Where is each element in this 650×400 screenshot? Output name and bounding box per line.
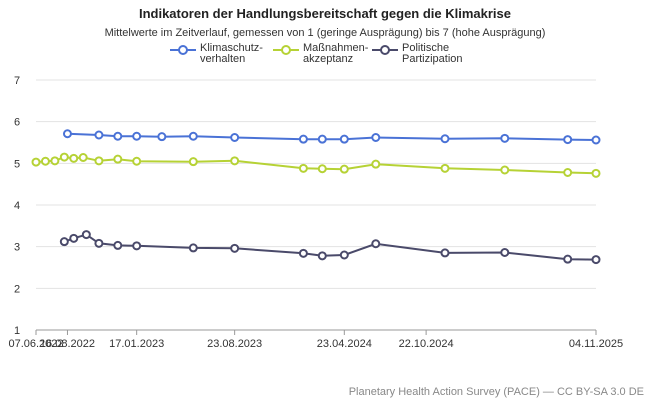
data-point[interactable]	[371, 239, 381, 249]
chart-title: Indikatoren der Handlungsbereitschaft ge…	[138, 6, 512, 21]
data-point[interactable]	[132, 241, 142, 251]
data-point[interactable]	[440, 163, 450, 173]
data-point[interactable]	[563, 135, 573, 145]
y-tick-label: 5	[14, 158, 20, 170]
data-point[interactable]	[62, 129, 72, 139]
data-point[interactable]	[69, 233, 79, 243]
data-point[interactable]	[339, 164, 349, 174]
legend-marker-massnahmenakzeptanz	[273, 45, 299, 55]
data-point[interactable]	[591, 255, 601, 265]
data-point[interactable]	[371, 159, 381, 169]
data-point[interactable]	[94, 130, 104, 140]
y-axis-ticks: 1 2 3 4 5 6 7	[14, 75, 20, 337]
legend-item-klimaschutzverhalten[interactable]: Klimaschutz- verhalten	[170, 43, 270, 67]
data-point[interactable]	[230, 133, 240, 142]
data-point[interactable]	[94, 238, 104, 248]
data-point[interactable]	[591, 168, 601, 178]
series-1	[31, 152, 601, 178]
data-point[interactable]	[317, 134, 327, 144]
data-point[interactable]	[157, 132, 167, 142]
data-point[interactable]	[298, 248, 308, 258]
data-point[interactable]	[113, 154, 123, 164]
data-point[interactable]	[230, 243, 240, 253]
legend-item-massnahmenakzeptanz[interactable]: Maßnahmen- akzeptanz	[273, 43, 373, 67]
legend-label-politische-partizipation: Politische Partizipation	[402, 42, 463, 65]
x-tick-label: 16.08.2022	[40, 338, 95, 350]
data-point[interactable]	[371, 133, 381, 142]
y-tick-label: 7	[14, 75, 20, 87]
series-0	[62, 129, 601, 145]
y-tick-label: 6	[14, 117, 20, 129]
y-tick-label: 4	[14, 200, 20, 212]
data-point[interactable]	[230, 156, 240, 166]
data-point[interactable]	[440, 248, 450, 258]
series-line-0	[67, 132, 597, 141]
x-tick-label: 07.06.2022	[8, 338, 63, 350]
data-point[interactable]	[188, 157, 198, 167]
series-line-2	[63, 233, 597, 261]
x-tick-label: 22.10.2024	[399, 338, 454, 350]
data-point[interactable]	[298, 163, 308, 173]
chart-subtitle: Mittelwerte im Zeitverlauf, gemessen von…	[104, 27, 546, 39]
data-point[interactable]	[113, 240, 123, 250]
grid-lines	[36, 79, 596, 331]
data-point[interactable]	[317, 164, 327, 174]
x-tick-label: 04.11.2025	[569, 338, 623, 350]
legend-marker-politische-partizipation	[372, 45, 398, 55]
data-point[interactable]	[500, 165, 510, 175]
data-point[interactable]	[339, 250, 349, 260]
data-point[interactable]	[339, 134, 349, 144]
data-point[interactable]	[113, 131, 123, 141]
legend-marker-klimaschutzverhalten	[170, 45, 196, 55]
data-point[interactable]	[132, 156, 142, 166]
data-point[interactable]	[78, 153, 88, 162]
data-point[interactable]	[591, 135, 601, 145]
data-point[interactable]	[298, 134, 308, 144]
data-point[interactable]	[500, 248, 510, 257]
x-tick-label: 23.04.2024	[317, 338, 372, 350]
data-point[interactable]	[440, 134, 450, 144]
data-point[interactable]	[132, 131, 142, 141]
data-point[interactable]	[50, 156, 60, 166]
x-tick-label: 17.01.2023	[109, 338, 164, 350]
data-point[interactable]	[188, 243, 198, 253]
data-point[interactable]	[31, 157, 41, 167]
data-point[interactable]	[563, 168, 573, 177]
series-group	[31, 129, 601, 265]
chart-legend: Klimaschutz- verhalten Maßnahmen- akzept…	[170, 43, 490, 67]
data-point[interactable]	[40, 156, 50, 166]
data-point[interactable]	[188, 131, 198, 141]
legend-item-politische-partizipation[interactable]: Politische Partizipation	[372, 43, 482, 67]
legend-label-massnahmenakzeptanz: Maßnahmen- akzeptanz	[303, 42, 369, 65]
data-point[interactable]	[59, 152, 69, 162]
data-point[interactable]	[59, 237, 69, 247]
legend-label-klimaschutzverhalten: Klimaschutz- verhalten	[200, 42, 263, 65]
data-point[interactable]	[81, 230, 91, 240]
y-tick-label: 3	[14, 242, 20, 254]
data-point[interactable]	[317, 251, 327, 261]
series-2	[59, 230, 601, 265]
data-point[interactable]	[500, 133, 510, 143]
data-point[interactable]	[69, 153, 79, 163]
y-tick-label: 1	[14, 325, 20, 337]
data-point[interactable]	[563, 254, 573, 264]
data-point[interactable]	[94, 156, 104, 166]
y-tick-label: 2	[14, 283, 20, 295]
x-tick-label: 23.08.2023	[207, 338, 262, 350]
source-note: Planetary Health Action Survey (PACE) — …	[348, 386, 644, 398]
